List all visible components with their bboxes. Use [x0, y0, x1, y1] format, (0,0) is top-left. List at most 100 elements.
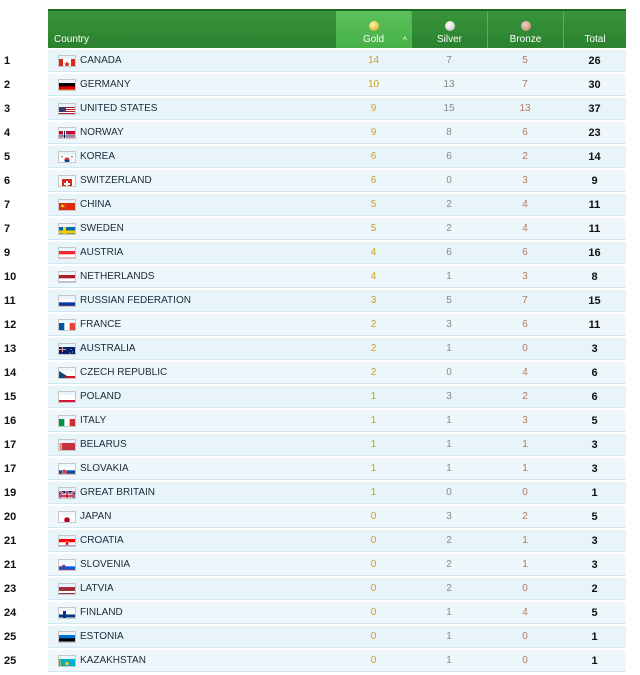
row-band: LATVIA 0 2 0 2	[48, 578, 626, 600]
table-row[interactable]: 13 AUSTRALIA 2 1 0 3	[0, 337, 640, 361]
slovenia-flag-icon	[58, 559, 76, 571]
table-row[interactable]: 25 KAZAKHSTAN 0 1 0 1	[0, 649, 640, 673]
row-band: CZECH REPUBLIC 2 0 4 6	[48, 362, 626, 384]
total-count: 3	[591, 559, 598, 571]
country-name[interactable]: SWITZERLAND	[80, 175, 152, 186]
bronze-count: 6	[522, 127, 528, 138]
table-row[interactable]: 23 LATVIA 0 2 0 2	[0, 577, 640, 601]
usa-flag-icon	[58, 103, 76, 115]
row-band: JAPAN 0 3 2 5	[48, 506, 626, 528]
table-row[interactable]: 10 NETHERLANDS 4 1 3 8	[0, 265, 640, 289]
row-band: RUSSIAN FEDERATION 3 5 7 15	[48, 290, 626, 312]
silver-column-header[interactable]: Silver	[411, 11, 487, 48]
silver-count: 2	[446, 535, 452, 546]
country-name[interactable]: ESTONIA	[80, 631, 124, 642]
country-name[interactable]: CROATIA	[80, 535, 124, 546]
country-name[interactable]: FRANCE	[80, 319, 122, 330]
rank-value: 13	[4, 343, 17, 355]
silver-count: 15	[443, 103, 455, 114]
country-name[interactable]: SWEDEN	[80, 223, 124, 234]
table-row[interactable]: 7 SWEDEN 5 2 4 11	[0, 217, 640, 241]
table-body: 1 CANADA 14 7 5 26 2 GERMANY 10 13 7 30 …	[0, 49, 640, 673]
total-count: 2	[591, 583, 598, 595]
table-row[interactable]: 20 JAPAN 0 3 2 5	[0, 505, 640, 529]
table-row[interactable]: 17 BELARUS 1 1 1 3	[0, 433, 640, 457]
country-name[interactable]: LATVIA	[80, 583, 114, 594]
table-row[interactable]: 1 CANADA 14 7 5 26	[0, 49, 640, 73]
gold-medal-icon	[368, 21, 379, 31]
table-row[interactable]: 9 AUSTRIA 4 6 6 16	[0, 241, 640, 265]
bronze-count: 4	[522, 607, 528, 618]
table-row[interactable]: 11 RUSSIAN FEDERATION 3 5 7 15	[0, 289, 640, 313]
silver-count: 3	[446, 319, 452, 330]
country-name[interactable]: BELARUS	[80, 439, 127, 450]
gold-count: 10	[367, 79, 380, 90]
country-name[interactable]: CANADA	[80, 55, 122, 66]
gold-count: 0	[370, 655, 377, 666]
country-name[interactable]: AUSTRIA	[80, 247, 124, 258]
rank-value: 25	[4, 655, 17, 667]
table-header: Country Gold ^ Silver Bronze Total	[48, 9, 626, 48]
rank-value: 19	[4, 487, 17, 499]
bronze-count: 3	[522, 415, 528, 426]
row-band: FRANCE 2 3 6 11	[48, 314, 626, 336]
silver-medal-icon	[444, 21, 455, 31]
row-band: KAZAKHSTAN 0 1 0 1	[48, 650, 626, 672]
country-column-header[interactable]: Country	[48, 11, 336, 48]
country-name[interactable]: ITALY	[80, 415, 107, 426]
table-row[interactable]: 3 UNITED STATES 9 15 13 37	[0, 97, 640, 121]
silver-count: 2	[446, 223, 452, 234]
total-count: 14	[588, 151, 601, 163]
table-row[interactable]: 12 FRANCE 2 3 6 11	[0, 313, 640, 337]
gold-count: 9	[370, 103, 377, 114]
sort-ascending-icon[interactable]: ^	[402, 35, 407, 45]
table-row[interactable]: 25 ESTONIA 0 1 0 1	[0, 625, 640, 649]
table-row[interactable]: 4 NORWAY 9 8 6 23	[0, 121, 640, 145]
table-row[interactable]: 16 ITALY 1 1 3 5	[0, 409, 640, 433]
silver-count: 13	[443, 79, 455, 90]
table-row[interactable]: 15 POLAND 1 3 2 6	[0, 385, 640, 409]
table-row[interactable]: 19 GREAT BRITAIN 1 0 0 1	[0, 481, 640, 505]
country-name[interactable]: SLOVAKIA	[80, 463, 129, 474]
total-count: 37	[588, 103, 601, 115]
country-name[interactable]: UNITED STATES	[80, 103, 158, 114]
country-name[interactable]: SLOVENIA	[80, 559, 131, 570]
gold-column-header[interactable]: Gold ^	[336, 11, 411, 48]
country-name[interactable]: JAPAN	[80, 511, 112, 522]
country-name[interactable]: GERMANY	[80, 79, 131, 90]
country-name[interactable]: RUSSIAN FEDERATION	[80, 295, 191, 306]
gold-count: 14	[367, 55, 380, 66]
bronze-medal-icon	[520, 21, 531, 31]
bronze-count: 0	[522, 655, 528, 666]
table-row[interactable]: 21 CROATIA 0 2 1 3	[0, 529, 640, 553]
country-name[interactable]: NETHERLANDS	[80, 271, 155, 282]
country-name[interactable]: GREAT BRITAIN	[80, 487, 156, 498]
table-row[interactable]: 7 CHINA 5 2 4 11	[0, 193, 640, 217]
czech-flag-icon	[58, 367, 76, 379]
silver-count: 6	[446, 247, 452, 258]
table-row[interactable]: 5 KOREA 6 6 2 14	[0, 145, 640, 169]
bronze-column-header[interactable]: Bronze	[487, 11, 563, 48]
bronze-count: 2	[522, 391, 528, 402]
country-name[interactable]: KOREA	[80, 151, 116, 162]
table-row[interactable]: 21 SLOVENIA 0 2 1 3	[0, 553, 640, 577]
total-count: 3	[591, 439, 598, 451]
bronze-count: 3	[522, 271, 528, 282]
gold-count: 1	[370, 391, 377, 402]
country-name[interactable]: AUSTRALIA	[80, 343, 136, 354]
table-row[interactable]: 14 CZECH REPUBLIC 2 0 4 6	[0, 361, 640, 385]
gold-count: 2	[370, 319, 377, 330]
country-name[interactable]: KAZAKHSTAN	[80, 655, 146, 666]
gold-count: 0	[370, 511, 377, 522]
total-column-header[interactable]: Total	[563, 11, 626, 48]
table-row[interactable]: 24 FINLAND 0 1 4 5	[0, 601, 640, 625]
table-row[interactable]: 6 SWITZERLAND 6 0 3 9	[0, 169, 640, 193]
country-name[interactable]: CHINA	[80, 199, 112, 210]
country-name[interactable]: NORWAY	[80, 127, 124, 138]
gold-count: 1	[370, 439, 377, 450]
country-name[interactable]: POLAND	[80, 391, 122, 402]
country-name[interactable]: FINLAND	[80, 607, 123, 618]
country-name[interactable]: CZECH REPUBLIC	[80, 367, 168, 378]
table-row[interactable]: 17 SLOVAKIA 1 1 1 3	[0, 457, 640, 481]
table-row[interactable]: 2 GERMANY 10 13 7 30	[0, 73, 640, 97]
